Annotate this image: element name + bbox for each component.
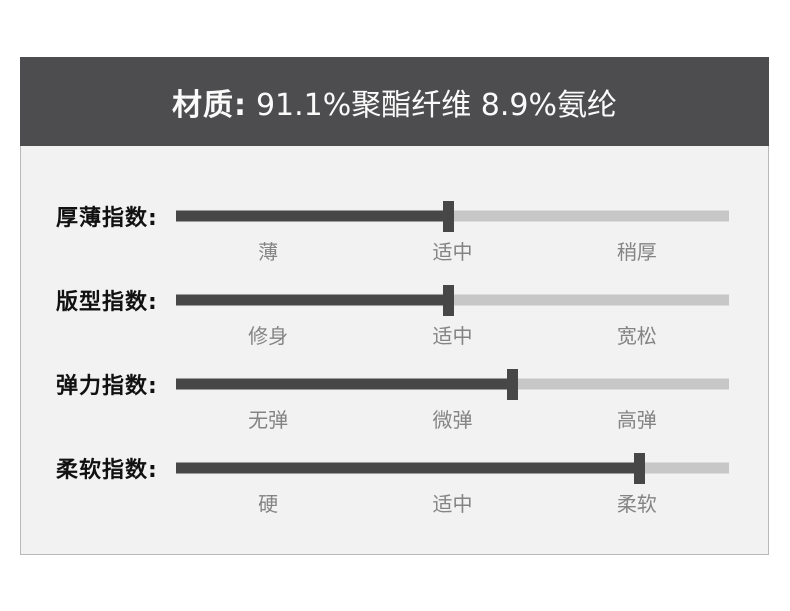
slider-handle[interactable]: [443, 200, 455, 232]
slider-row-softness: 柔软指数: 硬 适中 柔软: [21, 450, 768, 534]
scale-labels: 薄 适中 稍厚: [176, 236, 729, 265]
slider-line: 版型指数:: [21, 282, 768, 318]
slider-handle[interactable]: [443, 284, 455, 316]
material-info-card: 材质: 91.1%聚酯纤维 8.9%氨纶 厚薄指数: 薄 适中 稍厚: [20, 57, 769, 555]
index-sliders-section: 厚薄指数: 薄 适中 稍厚 版型指数:: [21, 146, 768, 534]
slider-row-label: 厚薄指数:: [56, 206, 158, 231]
scale-label-right: 高弹: [616, 408, 657, 432]
slider-row-label: 版型指数:: [56, 290, 158, 315]
scale-label-right: 稍厚: [616, 240, 657, 264]
slider-track: [176, 368, 729, 400]
material-label: 材质:: [171, 87, 247, 123]
slider-line: 厚薄指数:: [21, 198, 768, 234]
scale-label-mid: 适中: [432, 492, 473, 516]
scale-label-left: 修身: [248, 324, 289, 348]
slider-line: 柔软指数:: [21, 450, 768, 486]
slider-row-thickness: 厚薄指数: 薄 适中 稍厚: [21, 198, 768, 282]
slider-row-label: 弹力指数:: [56, 374, 158, 399]
material-header-bar: 材质: 91.1%聚酯纤维 8.9%氨纶: [20, 57, 769, 146]
slider-handle[interactable]: [634, 452, 646, 484]
scale-label-mid: 适中: [432, 324, 473, 348]
slider-row-fit: 版型指数: 修身 适中 宽松: [21, 282, 768, 366]
slider-handle[interactable]: [506, 368, 518, 400]
material-composition-value: 91.1%聚酯纤维 8.9%氨纶: [255, 87, 618, 123]
slider-fill: [176, 210, 449, 222]
scale-label-mid: 微弹: [432, 408, 473, 432]
scale-label-right: 柔软: [616, 492, 657, 516]
slider-track: [176, 284, 729, 316]
scale-label-right: 宽松: [616, 324, 657, 348]
slider-fill: [176, 294, 449, 306]
slider-fill: [176, 378, 513, 390]
slider-line: 弹力指数:: [21, 366, 768, 402]
scale-labels: 修身 适中 宽松: [176, 320, 729, 349]
slider-fill: [176, 462, 640, 474]
slider-track: [176, 200, 729, 232]
scale-label-left: 薄: [258, 240, 279, 264]
slider-row-label: 柔软指数:: [56, 458, 158, 483]
slider-row-elasticity: 弹力指数: 无弹 微弹 高弹: [21, 366, 768, 450]
scale-label-mid: 适中: [432, 240, 473, 264]
scale-labels: 无弹 微弹 高弹: [176, 404, 729, 433]
scale-label-left: 无弹: [248, 408, 289, 432]
slider-track: [176, 452, 729, 484]
scale-labels: 硬 适中 柔软: [176, 488, 729, 517]
scale-label-left: 硬: [258, 492, 279, 516]
